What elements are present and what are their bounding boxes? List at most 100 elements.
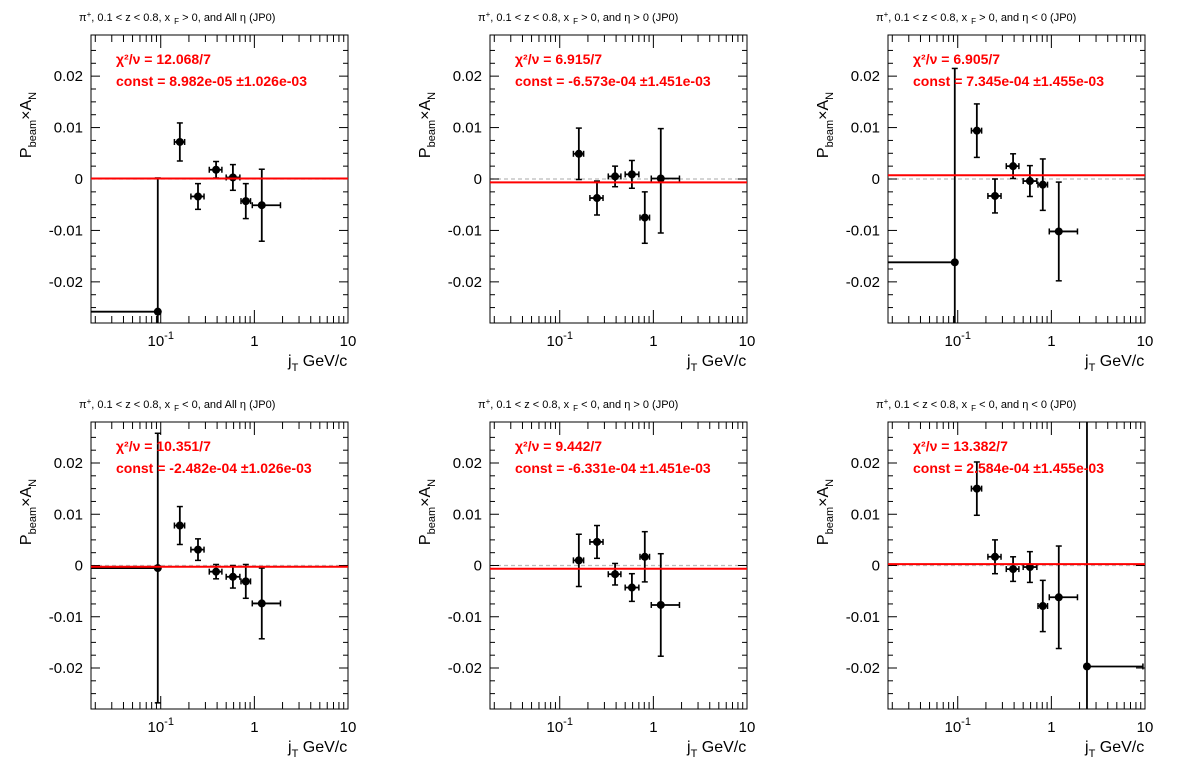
x-tick-label: 10-1 (944, 716, 970, 736)
x-tick-label: 10 (340, 333, 357, 350)
data-layer (572, 524, 681, 657)
data-layer (970, 422, 1144, 709)
y-tick-label: -0.02 (846, 274, 880, 291)
y-axis-label: Pbeam×AN (18, 479, 39, 545)
y-tick-label: 0.01 (453, 120, 482, 137)
data-point (153, 564, 162, 573)
data-point (656, 174, 665, 183)
data-point (212, 165, 221, 174)
data-point (592, 537, 601, 546)
x-axis-label: jT GeV/c (1084, 739, 1144, 760)
data-point (257, 201, 266, 210)
x-tick-label: 10 (340, 719, 357, 736)
x-tick-label: 1 (1047, 719, 1055, 736)
y-tick-label: 0.02 (453, 68, 482, 85)
x-axis-label: jT GeV/c (287, 353, 347, 374)
y-tick-label: 0.01 (851, 506, 880, 523)
data-point (193, 192, 202, 201)
y-axis-label: Pbeam×AN (815, 479, 836, 545)
data-point (1009, 162, 1018, 171)
y-tick-label: 0.02 (453, 455, 482, 472)
y-tick-label: 0.02 (54, 68, 83, 85)
fit-const-label: const = 7.345e-04 ±1.455e-03 (913, 73, 1104, 89)
fit-chi2-label: χ²/ν = 6.905/7 (913, 51, 1000, 67)
data-point (640, 213, 649, 222)
data-point (1038, 180, 1047, 189)
data-layer (572, 127, 681, 245)
fit-chi2-label: χ²/ν = 6.915/7 (515, 51, 602, 67)
y-tick-label: -0.01 (846, 222, 880, 239)
data-layer (91, 432, 282, 704)
x-tick-label: 10-1 (546, 330, 572, 350)
data-point (228, 572, 237, 581)
x-tick-label: 10 (739, 719, 756, 736)
x-tick-label: 1 (649, 333, 657, 350)
x-axis-label: jT GeV/c (1084, 353, 1144, 374)
fit-const-label: const = -6.573e-04 ±1.451e-03 (515, 73, 711, 89)
data-layer (888, 67, 1079, 323)
data-point (592, 194, 601, 203)
y-tick-label: -0.01 (448, 609, 482, 626)
y-tick-label: 0 (75, 558, 83, 575)
y-tick-label: -0.02 (49, 274, 83, 291)
y-tick-label: 0.02 (54, 455, 83, 472)
data-point (990, 552, 999, 561)
fit-const-label: const = 2.584e-04 ±1.455e-03 (913, 460, 1104, 476)
x-tick-label: 10-1 (147, 330, 173, 350)
data-point (627, 170, 636, 179)
fit-const-label: const = -6.331e-04 ±1.451e-03 (515, 460, 711, 476)
data-point (972, 484, 981, 493)
data-point (611, 570, 620, 579)
x-axis-label: jT GeV/c (686, 739, 746, 760)
x-tick-label: 10 (1137, 333, 1154, 350)
x-tick-label: 10-1 (147, 716, 173, 736)
fit-const-label: const = -2.482e-04 ±1.026e-03 (116, 460, 312, 476)
data-point (212, 567, 221, 576)
fit-const-label: const = 8.982e-05 ±1.026e-03 (116, 73, 307, 89)
data-point (241, 197, 250, 206)
data-point (1009, 565, 1018, 574)
x-tick-label: 10-1 (944, 330, 970, 350)
data-point (175, 521, 184, 530)
x-tick-label: 10-1 (546, 716, 572, 736)
y-axis-label: Pbeam×AN (417, 92, 438, 158)
y-tick-label: 0 (75, 171, 83, 188)
y-tick-label: 0.01 (453, 506, 482, 523)
y-tick-label: -0.02 (846, 660, 880, 677)
fit-chi2-label: χ²/ν = 12.068/7 (116, 51, 211, 67)
fit-chi2-label: χ²/ν = 13.382/7 (913, 438, 1008, 454)
data-point (175, 137, 184, 146)
data-point (640, 552, 649, 561)
data-point (611, 172, 620, 181)
data-point (574, 556, 583, 565)
data-point (241, 577, 250, 586)
data-layer (91, 122, 282, 323)
data-point (1038, 601, 1047, 610)
data-point (1082, 662, 1091, 671)
y-tick-label: 0 (474, 558, 482, 575)
y-axis-label: Pbeam×AN (815, 92, 836, 158)
y-axis-label: Pbeam×AN (18, 92, 39, 158)
y-tick-label: -0.02 (448, 660, 482, 677)
y-tick-label: -0.01 (846, 609, 880, 626)
y-tick-label: 0.02 (851, 68, 880, 85)
data-point (972, 126, 981, 135)
data-point (1054, 227, 1063, 236)
x-tick-label: 1 (649, 719, 657, 736)
data-point (1054, 593, 1063, 602)
data-point (193, 545, 202, 554)
y-tick-label: 0.01 (851, 120, 880, 137)
data-point (574, 149, 583, 158)
data-point (153, 307, 162, 316)
x-tick-label: 1 (1047, 333, 1055, 350)
